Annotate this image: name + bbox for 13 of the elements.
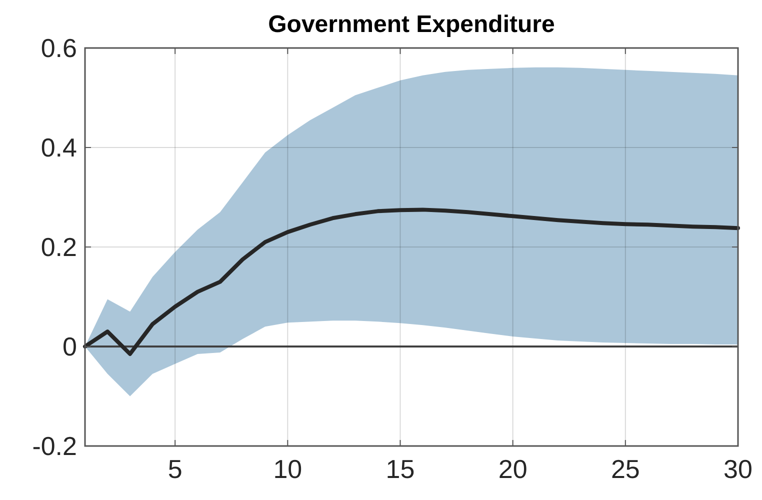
y-tick-label: -0.2 (32, 431, 77, 462)
x-tick-label: 25 (610, 454, 640, 484)
x-tick-label: 30 (724, 454, 752, 484)
y-tick-label: 0.6 (40, 33, 77, 64)
x-tick-label: 5 (168, 454, 182, 484)
y-tick-label: 0.4 (40, 132, 77, 163)
y-tick-label: 0.2 (40, 232, 77, 262)
x-tick-label: 10 (273, 454, 302, 484)
line-series (83, 208, 740, 356)
y-tick-label: 0 (62, 332, 77, 362)
x-tick-label: 20 (498, 454, 528, 484)
x-tick-label: 15 (386, 454, 415, 484)
chart-title: Government Expenditure (268, 11, 555, 38)
